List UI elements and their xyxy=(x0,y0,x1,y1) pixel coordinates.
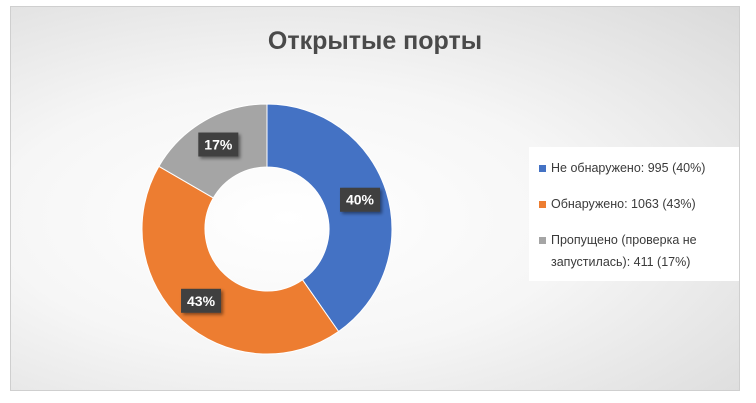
legend-swatch xyxy=(539,237,546,244)
legend-item-1: Не обнаружено: 995 (40%) xyxy=(539,157,729,179)
legend-label: Не обнаружено: 995 (40%) xyxy=(551,161,706,175)
data-label-2: 43% xyxy=(181,288,222,313)
donut-slice-1 xyxy=(266,103,393,333)
legend-swatch xyxy=(539,201,546,208)
legend-item-2: Обнаружено: 1063 (43%) xyxy=(539,193,729,215)
svg-text:40%: 40% xyxy=(346,192,375,208)
legend-item-3: Пропущено (проверка не запустилась): 411… xyxy=(539,229,729,273)
chart-area: Открытые порты 40% 43% 17% Не обнаружено: … xyxy=(10,6,740,391)
svg-text:43%: 43% xyxy=(187,293,216,309)
data-label-1: 40% xyxy=(340,187,381,212)
donut-chart: 40% 43% 17% xyxy=(141,103,393,355)
legend-label: Пропущено (проверка не запустилась): 411… xyxy=(551,233,697,269)
donut-slice-2 xyxy=(141,165,340,355)
svg-text:17%: 17% xyxy=(204,137,233,153)
legend-label: Обнаружено: 1063 (43%) xyxy=(551,197,696,211)
legend-swatch xyxy=(539,165,546,172)
data-label-3: 17% xyxy=(198,132,239,157)
chart-title: Открытые порты xyxy=(267,27,483,55)
legend: Не обнаружено: 995 (40%) Обнаружено: 1063… xyxy=(529,147,739,281)
